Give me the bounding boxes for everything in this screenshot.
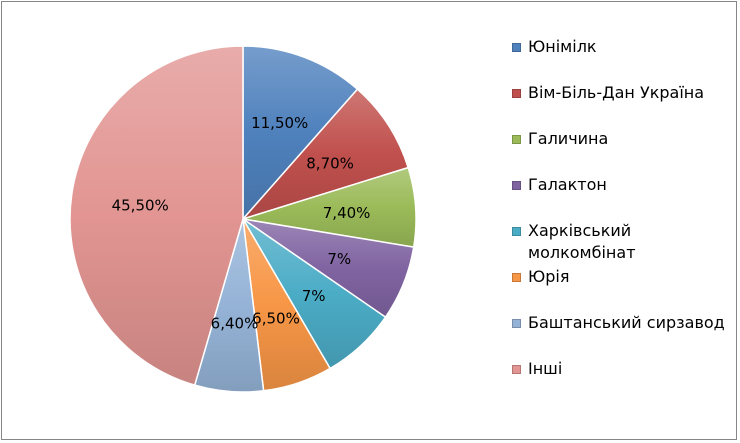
- data-label-2: 8,70%: [306, 155, 354, 173]
- data-label-6: 6,50%: [252, 309, 300, 327]
- legend-swatch-1: [512, 43, 521, 52]
- pie-slice-2: [240, 88, 410, 221]
- legend-label-1: Юнімілк: [528, 37, 597, 56]
- data-label-5: 7%: [302, 287, 326, 305]
- data-label-4: 7%: [327, 250, 351, 268]
- legend-swatch-6: [512, 273, 521, 282]
- legend-swatch-3: [512, 135, 521, 144]
- legend-item-2: Вім-Біль-Дан Україна: [512, 82, 704, 104]
- legend-item-1: Юнімілк: [512, 36, 597, 58]
- legend-swatch-7: [512, 319, 521, 328]
- legend-label-3: Галичина: [528, 129, 609, 148]
- legend-label-7: Баштанський сирзавод: [528, 313, 725, 332]
- legend-swatch-5: [512, 227, 521, 236]
- legend-label-8: Інші: [528, 359, 563, 378]
- legend-item-6: Юрія: [512, 266, 570, 288]
- legend-swatch-8: [512, 365, 521, 374]
- legend-swatch-2: [512, 89, 521, 98]
- pie-slice-8: [69, 45, 244, 387]
- pie-slice-1: [242, 45, 359, 221]
- legend-swatch-4: [512, 181, 521, 190]
- legend-item-7: Баштанський сирзавод: [512, 312, 725, 334]
- data-label-8: 45,50%: [112, 196, 169, 214]
- data-label-7: 6,40%: [211, 315, 259, 333]
- legend-label-6: Юрія: [528, 267, 570, 286]
- legend-label-4: Галактон: [528, 175, 607, 194]
- legend-item-3: Галичина: [512, 128, 608, 150]
- legend-item-8: Інші: [512, 358, 562, 380]
- legend-item-4: Галактон: [512, 174, 607, 196]
- data-label-3: 7,40%: [323, 204, 371, 222]
- legend-item-5: Харківський молкомбінат: [512, 220, 636, 264]
- data-label-1: 11,50%: [251, 114, 308, 132]
- legend-label-2: Вім-Біль-Дан Україна: [528, 83, 705, 102]
- legend-label-5: Харківський молкомбінат: [528, 221, 636, 262]
